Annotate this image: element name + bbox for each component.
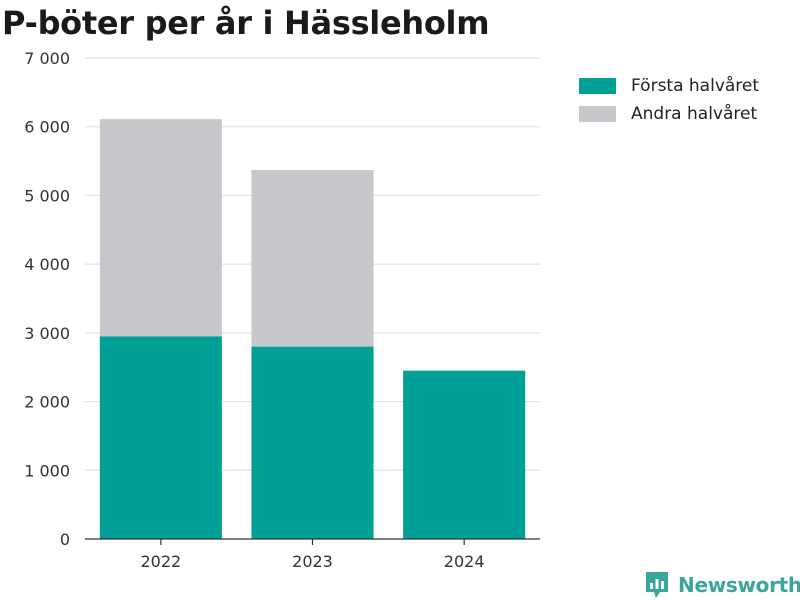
y-ticks: 0 1 000 2 000 3 000 4 000 5 000 6 000 7 000 (24, 49, 70, 549)
y-tick-label: 0 (60, 530, 70, 549)
legend-label: Första halvåret (631, 76, 760, 96)
bar-2023-forsta (251, 346, 374, 539)
bar-2022-andra (99, 119, 222, 337)
y-tick-label: 5 000 (24, 186, 70, 205)
y-tick-label: 1 000 (24, 461, 70, 480)
x-ticks: 2022 2023 2024 (140, 539, 485, 571)
bar-2022-forsta (99, 336, 222, 539)
y-tick-label: 3 000 (24, 324, 70, 343)
x-tick-label: 2024 (444, 552, 485, 571)
y-tick-label: 2 000 (24, 393, 70, 412)
legend-item-andra: Andra halvåret (579, 100, 759, 128)
newsworthy-logo-icon (646, 572, 668, 598)
y-tick-label: 6 000 (24, 118, 70, 137)
legend-item-forsta: Första halvåret (579, 72, 759, 100)
legend-label: Andra halvåret (631, 104, 758, 124)
bars (99, 119, 526, 539)
brand-name: Newsworthy (678, 573, 800, 597)
y-tick-label: 7 000 (24, 49, 70, 68)
x-tick-label: 2022 (140, 552, 181, 571)
legend-swatch (579, 78, 616, 94)
x-tick-label: 2023 (292, 552, 333, 571)
legend: Första halvåret Andra halvåret (579, 72, 759, 128)
chart-title: P-böter per år i Hässleholm (2, 4, 490, 42)
y-tick-label: 4 000 (24, 255, 70, 274)
bar-2024-forsta (403, 370, 526, 539)
bar-2023-andra (251, 170, 374, 347)
brand: Newsworthy (644, 570, 800, 600)
legend-swatch (579, 106, 616, 122)
